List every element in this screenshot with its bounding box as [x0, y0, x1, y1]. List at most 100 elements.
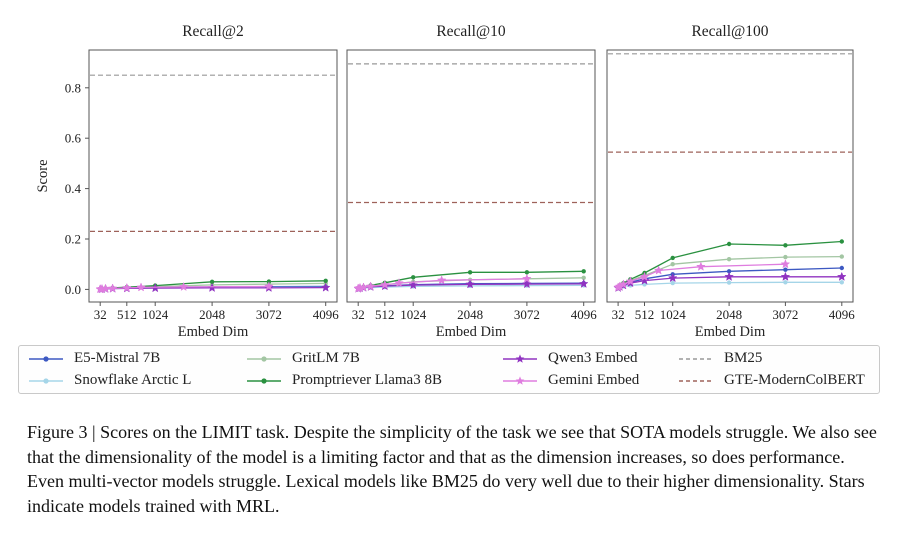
- circle-marker-snowflake-arctic-l: [670, 280, 675, 286]
- circle-marker-e5-mistral-7b: [783, 267, 788, 272]
- subplot-title: Recall@10: [436, 23, 506, 40]
- star-marker-qwen3-embed: [578, 278, 589, 288]
- legend-item-gte-moderncolbert: GTE-ModernColBERT: [677, 370, 879, 391]
- subplot-recall-10: Recall@10 32 512 1024 2048 3072 4096 Embed Dim: [346, 23, 597, 340]
- star-marker-gemini-embed: [394, 278, 404, 288]
- subplot-title: Recall@100: [691, 23, 768, 40]
- circle-marker-gritlm-7b: [839, 254, 844, 259]
- x-tick-label: 3072: [514, 307, 540, 322]
- x-tick-label: 512: [635, 307, 655, 322]
- circle-marker-promptriever-llama3-8b: [783, 243, 788, 248]
- legend-item-e5-mistral-7b: E5-Mistral 7B: [27, 348, 245, 369]
- legend-label: Promptriever Llama3 8B: [292, 372, 442, 388]
- circle-marker-e5-mistral-7b: [839, 265, 844, 271]
- circle-marker-promptriever-llama3-8b: [524, 270, 530, 275]
- legend-column-4: BM25 GTE-ModernColBERT: [677, 348, 879, 391]
- x-tick-label: 1024: [660, 307, 687, 322]
- star-marker-gemini-embed: [107, 283, 118, 293]
- y-tick-label: 0.4: [65, 181, 82, 196]
- plot-border: [346, 49, 596, 303]
- subplot-title: Recall@2: [182, 23, 244, 40]
- star-marker-gemini-embed: [365, 281, 376, 291]
- x-axis-label: Embed Dim: [695, 324, 766, 340]
- x-tick-label: 3072: [256, 307, 282, 322]
- star-marker-qwen3-embed: [465, 279, 475, 289]
- x-tick-label: 512: [375, 307, 395, 322]
- circle-marker-gritlm-7b: [726, 257, 732, 262]
- dashed-line-icon: [679, 357, 713, 360]
- circle-marker-promptriever-llama3-8b: [670, 255, 675, 261]
- star-marker-gemini-embed: [696, 261, 706, 271]
- legend-item-promptriever-llama3-8b: Promptriever Llama3 8B: [245, 370, 501, 391]
- star-marker-qwen3-embed: [408, 280, 419, 290]
- star-marker-gemini-embed: [178, 281, 189, 291]
- star-marker-gemini-embed: [639, 271, 650, 281]
- subplot-recall-100: Recall@100 32 512 1024 2048 3072 4096 Embed Dim: [606, 23, 855, 340]
- legend-column-3: Qwen3 Embed Gemini Embed: [501, 348, 677, 391]
- star-line-icon: [503, 353, 537, 363]
- x-tick-label: 2048: [457, 307, 483, 322]
- star-line-icon: [503, 375, 537, 385]
- star-marker-qwen3-embed: [724, 271, 734, 281]
- legend-label: BM25: [724, 350, 763, 366]
- circle-marker-e5-mistral-7b: [726, 269, 732, 274]
- recall-charts: Recall@2 32 512 1024 2048 3072 4096 Embed Dim 0.…: [35, 23, 855, 340]
- star-marker-gemini-embed: [264, 281, 274, 291]
- x-tick-label: 2048: [199, 307, 225, 322]
- circle-line-icon: [247, 355, 281, 362]
- x-tick-label: 32: [352, 307, 365, 322]
- star-marker-qwen3-embed: [522, 279, 532, 289]
- dashed-line-icon: [679, 379, 713, 382]
- star-marker-qwen3-embed: [639, 275, 650, 285]
- x-tick-label: 2048: [716, 307, 742, 322]
- circle-marker-snowflake-arctic-l: [783, 280, 788, 285]
- x-tick-label: 32: [612, 307, 625, 322]
- y-tick-label: 0.6: [65, 131, 82, 146]
- subplot-recall-2: Recall@2 32 512 1024 2048 3072 4096 Embed Dim 0.…: [35, 23, 339, 340]
- star-marker-qwen3-embed: [780, 271, 791, 281]
- y-tick-label: 0.2: [65, 232, 81, 247]
- circle-marker-promptriever-llama3-8b: [581, 269, 586, 274]
- legend-item-snowflake-arctic-l: Snowflake Arctic L: [27, 370, 245, 391]
- circle-marker-promptriever-llama3-8b: [209, 279, 215, 284]
- circle-marker-snowflake-arctic-l: [839, 280, 844, 285]
- legend-column-1: E5-Mistral 7B Snowflake Arctic L: [27, 348, 245, 391]
- star-marker-gemini-embed: [379, 279, 390, 289]
- star-marker-gemini-embed: [436, 275, 447, 285]
- legend-label: GritLM 7B: [292, 350, 360, 366]
- x-axis-label: Embed Dim: [178, 324, 249, 340]
- legend-item-bm25: BM25: [677, 348, 879, 369]
- circle-line-icon: [247, 377, 281, 384]
- legend-label: E5-Mistral 7B: [74, 350, 161, 366]
- circle-marker-promptriever-llama3-8b: [323, 278, 328, 283]
- star-marker-gemini-embed: [618, 279, 629, 289]
- star-marker-gemini-embed: [121, 282, 132, 293]
- legend-label: Gemini Embed: [548, 372, 640, 388]
- circle-line-icon: [29, 355, 63, 362]
- y-axis-label: Score: [35, 159, 51, 192]
- circle-line-icon: [29, 377, 63, 384]
- legend-label: Snowflake Arctic L: [74, 372, 192, 388]
- circle-marker-snowflake-arctic-l: [726, 280, 732, 285]
- plot-border: [88, 49, 338, 303]
- star-marker-gemini-embed: [358, 282, 369, 292]
- x-tick-label: 512: [117, 307, 137, 322]
- circle-marker-gritlm-7b: [581, 275, 586, 280]
- legend-column-2: GritLM 7B Promptriever Llama3 8B: [245, 348, 501, 391]
- y-tick-label: 0.0: [65, 282, 81, 297]
- star-marker-gemini-embed: [522, 273, 532, 283]
- legend-item-qwen3-embed: Qwen3 Embed: [501, 348, 677, 369]
- circle-marker-gritlm-7b: [670, 262, 675, 267]
- x-tick-label: 4096: [313, 307, 340, 322]
- star-marker-qwen3-embed: [320, 282, 331, 292]
- star-marker-gemini-embed: [625, 276, 636, 286]
- star-marker-gemini-embed: [780, 259, 791, 269]
- y-tick-label: 0.8: [65, 80, 81, 95]
- star-marker-gemini-embed: [653, 265, 664, 275]
- legend-item-gemini-embed: Gemini Embed: [501, 370, 677, 391]
- circle-marker-promptriever-llama3-8b: [839, 239, 844, 244]
- x-axis-label: Embed Dim: [436, 324, 507, 340]
- figure-caption: Figure 3 | Scores on the LIMIT task. Des…: [27, 422, 877, 516]
- circle-marker-gritlm-7b: [783, 254, 788, 260]
- star-marker-qwen3-embed: [836, 271, 847, 281]
